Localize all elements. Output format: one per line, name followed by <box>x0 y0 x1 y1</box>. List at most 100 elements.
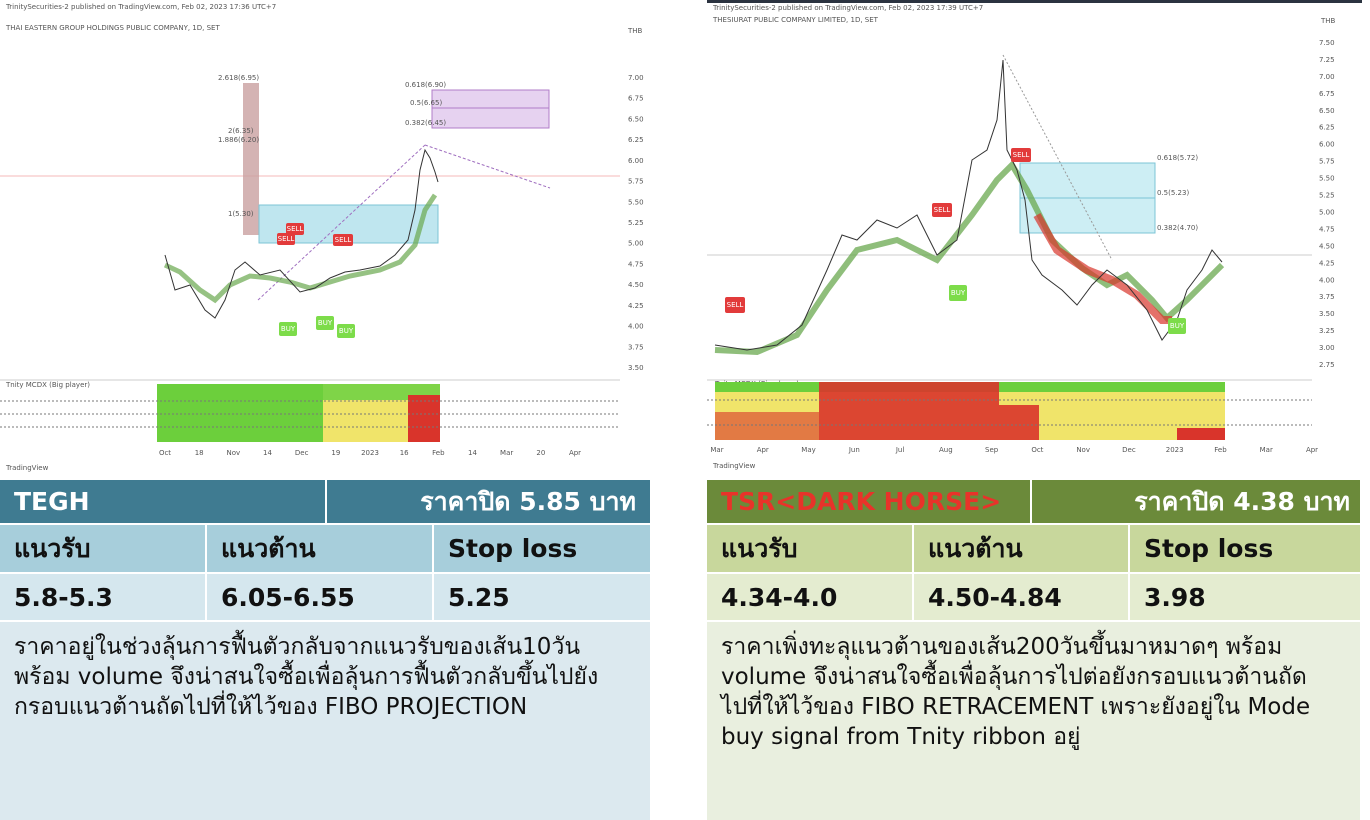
y-axis-label: 4.00 <box>628 323 644 331</box>
fibo-label: 0.618(6.90) <box>405 81 446 89</box>
ribbon <box>1033 213 1172 324</box>
y-axis-label: 6.25 <box>628 136 644 144</box>
header-cell: Stop loss <box>1130 525 1360 572</box>
signal-label: SELL <box>335 236 352 244</box>
symbol: TEGH <box>0 480 325 523</box>
x-axis-label: 14 <box>468 449 477 457</box>
header-cell: Stop loss <box>434 525 650 572</box>
sell-signal <box>725 297 745 313</box>
price-path <box>714 59 1223 351</box>
y-axis-label: 7.25 <box>1319 56 1335 64</box>
signal-label: BUY <box>281 325 296 333</box>
value-cell: 5.8-5.3 <box>0 574 205 620</box>
y-axis-label: 4.50 <box>1319 242 1335 250</box>
fibo-label: 1.886(6.20) <box>218 136 259 144</box>
y-axis-label: 6.00 <box>1319 141 1335 149</box>
y-axis-label: 7.50 <box>1319 39 1335 47</box>
signal-label: BUY <box>1170 322 1185 330</box>
mcdx-area <box>157 384 323 442</box>
fibo-label: 0.382(4.70) <box>1157 224 1198 232</box>
sell-signal <box>286 223 304 235</box>
mcdx-area <box>715 412 819 440</box>
y-axis-label: 6.75 <box>628 95 644 103</box>
y-axis-label: 3.50 <box>1319 310 1335 318</box>
y-axis-label: 5.00 <box>628 240 644 248</box>
fibo-label: 0.618(5.72) <box>1157 154 1198 162</box>
value-cell: 6.05-6.55 <box>207 574 432 620</box>
value-cell: 4.34-4.0 <box>707 574 912 620</box>
y-axis-label: 3.25 <box>1319 327 1335 335</box>
x-axis-label: Mar <box>500 449 513 457</box>
header-cell: แนวต้าน <box>914 525 1128 572</box>
signal-label: BUY <box>318 319 333 327</box>
y-axis-label: 3.50 <box>628 364 644 372</box>
signal-label: SELL <box>727 301 744 309</box>
projection-line <box>257 144 426 301</box>
y-axis-label: 4.75 <box>1319 225 1335 233</box>
chart-screenshot: TrinitySecurities-2 published on Trading… <box>707 0 1362 475</box>
signal-label: SELL <box>287 225 304 233</box>
value-cell: 3.98 <box>1130 574 1360 620</box>
y-axis-label: 6.50 <box>1319 107 1335 115</box>
x-axis-label: 14 <box>263 449 272 457</box>
x-axis-label: Apr <box>1306 446 1318 454</box>
y-axis-label: 5.00 <box>1319 208 1335 216</box>
x-axis-label: Nov <box>1076 446 1090 454</box>
y-axis-label: 7.00 <box>628 74 644 82</box>
y-axis-label: 4.50 <box>628 281 644 289</box>
buy-signal <box>337 324 355 338</box>
x-axis-label: 2023 <box>361 449 379 457</box>
close-price: ราคาปิด 4.38 บาท <box>1032 480 1360 523</box>
x-axis-label: Mar <box>1260 446 1273 454</box>
buy-signal <box>949 285 967 301</box>
sell-signal <box>277 233 295 245</box>
source: TrinitySecurities-2 published on Trading… <box>712 4 983 12</box>
fibo-label: 2.618(6.95) <box>218 74 259 82</box>
header-cell: แนวต้าน <box>207 525 432 572</box>
mcdx-area <box>999 405 1039 440</box>
y-axis-label: 2.75 <box>1319 361 1335 369</box>
close-price: ราคาปิด 5.85 บาท <box>327 480 650 523</box>
value-cell: 5.25 <box>434 574 650 620</box>
fibo-zone <box>431 89 550 129</box>
x-axis-label: May <box>801 446 815 454</box>
retracement-line <box>1002 54 1113 261</box>
x-axis-label: 18 <box>195 449 204 457</box>
signal-label: BUY <box>339 327 354 335</box>
buy-signal <box>316 316 334 330</box>
y-axis-label: 4.25 <box>628 302 644 310</box>
y-axis-label: 4.25 <box>1319 259 1335 267</box>
currency: THB <box>627 27 643 35</box>
y-axis-label: 3.00 <box>1319 344 1335 352</box>
fibo-label: 2(6.35) <box>228 127 254 135</box>
signal-label: SELL <box>934 206 951 214</box>
y-axis-label: 4.75 <box>628 260 644 268</box>
x-axis-label: Nov <box>226 449 240 457</box>
instrument: THESIURAT PUBLIC COMPANY LIMITED, 1D, SE… <box>712 16 879 24</box>
x-axis-label: Sep <box>985 446 999 454</box>
brand: TradingView <box>5 464 49 472</box>
y-axis-label: 6.50 <box>628 115 644 123</box>
ribbon <box>163 193 438 304</box>
price-path <box>164 148 439 319</box>
source: TrinitySecurities-2 published on Trading… <box>5 3 276 11</box>
y-axis-label: 3.75 <box>1319 293 1335 301</box>
signal-label: SELL <box>1013 151 1030 159</box>
note: ราคาอยู่ในช่วงลุ้นการฟื้นตัวกลับจากแนวรั… <box>0 622 650 820</box>
x-axis-label: Aug <box>939 446 953 454</box>
signal-label: BUY <box>951 289 966 297</box>
x-axis-label: Feb <box>1214 446 1227 454</box>
x-axis-label: Oct <box>159 449 171 457</box>
header-cell: แนวรับ <box>0 525 205 572</box>
mcdx-area <box>1177 428 1225 440</box>
x-axis-label: Apr <box>757 446 769 454</box>
buy-signal <box>1168 318 1186 334</box>
instrument: THAI EASTERN GROUP HOLDINGS PUBLIC COMPA… <box>5 24 220 32</box>
y-axis-label: 7.00 <box>1319 73 1335 81</box>
buy-signal <box>279 322 297 336</box>
mcdx-area <box>408 395 440 442</box>
symbol: TSR<DARK HORSE> <box>707 480 1030 523</box>
x-axis-label: Apr <box>569 449 581 457</box>
x-axis-label: 2023 <box>1166 446 1184 454</box>
value-cell: 4.50-4.84 <box>914 574 1128 620</box>
